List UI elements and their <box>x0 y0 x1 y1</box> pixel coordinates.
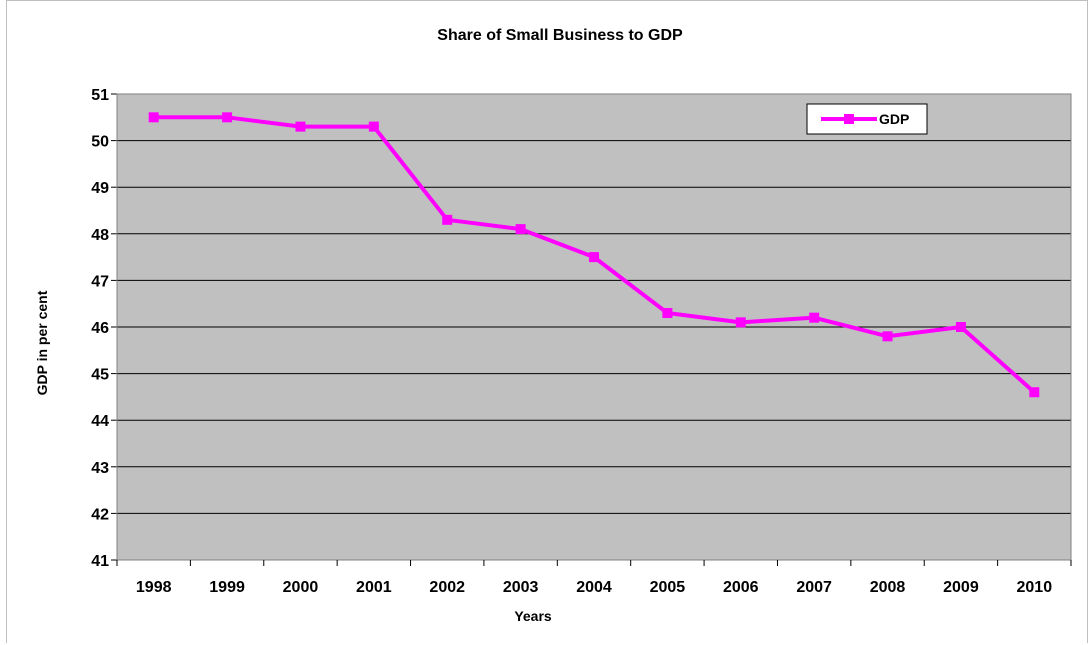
x-tick-label: 2007 <box>796 579 832 596</box>
y-tick-label: 45 <box>91 367 109 384</box>
y-tick-labels: 41 42 43 44 45 46 47 48 49 50 51 <box>91 87 109 570</box>
series-gdp <box>148 112 1040 398</box>
data-point <box>295 121 306 132</box>
x-tick-label: 1998 <box>136 579 172 596</box>
x-tick-label: 2006 <box>723 579 759 596</box>
y-tick-label: 43 <box>91 460 109 477</box>
x-tick-label: 2003 <box>503 579 539 596</box>
x-tick-label: 2002 <box>429 579 465 596</box>
data-point <box>882 331 893 342</box>
y-tick-label: 47 <box>91 273 109 290</box>
x-tick-label: 2005 <box>650 579 686 596</box>
data-point <box>955 322 966 332</box>
y-tick-label: 42 <box>91 506 109 523</box>
y-tick-label: 46 <box>91 320 109 337</box>
data-point <box>222 112 233 123</box>
y-tick-label: 49 <box>91 180 109 197</box>
data-point <box>589 252 599 263</box>
data-point <box>662 308 673 319</box>
y-tick-label: 48 <box>91 227 109 244</box>
chart-title: Share of Small Business to GDP <box>437 27 683 44</box>
x-tick-label: 1999 <box>209 579 245 596</box>
x-tick-labels: 1998 1999 2000 2001 2002 2003 2004 2005 2006 2007… <box>136 579 1052 596</box>
x-tick-label: 2008 <box>870 579 906 596</box>
x-tick-label: 2000 <box>283 579 319 596</box>
data-point <box>809 312 820 323</box>
y-tick-label: 41 <box>91 553 109 570</box>
y-tick-label: 44 <box>91 413 109 430</box>
x-axis-label: Years <box>514 608 552 624</box>
axes <box>111 93 1072 566</box>
plot-border <box>116 93 1072 561</box>
data-point <box>148 112 159 123</box>
legend: GDP <box>806 103 928 135</box>
x-tick-label: 2009 <box>943 579 979 596</box>
data-point <box>442 214 453 225</box>
y-axis-label: GDP in per cent <box>34 290 50 395</box>
data-point <box>1029 387 1040 398</box>
data-point <box>735 317 746 328</box>
data-point <box>368 121 379 132</box>
chart-frame <box>6 0 1088 643</box>
y-tick-label: 51 <box>91 87 109 104</box>
x-tick-label: 2001 <box>356 579 392 596</box>
data-point <box>515 224 526 235</box>
x-tick-label: 2004 <box>576 579 612 596</box>
x-tick-label: 2010 <box>1017 579 1053 596</box>
legend-label: GDP <box>879 111 909 127</box>
legend-swatch-marker <box>844 114 854 124</box>
y-tick-label: 50 <box>91 134 109 151</box>
